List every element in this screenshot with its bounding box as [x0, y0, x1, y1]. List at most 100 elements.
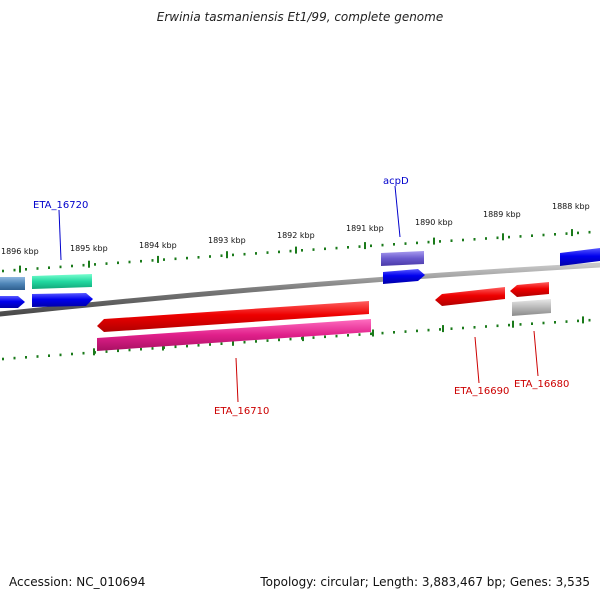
upper-row-minor-tick — [36, 267, 39, 270]
reverse-cds-eta-16710 — [97, 301, 369, 332]
steel-feature-left — [0, 277, 25, 290]
upper-row-major-tick — [226, 251, 228, 259]
upper-row-minor-tick — [404, 242, 407, 245]
lower-row-minor-tick — [209, 343, 211, 346]
upper-row-minor-tick — [25, 268, 27, 271]
upper-row-minor-tick — [94, 263, 96, 266]
lower-row-minor-tick — [59, 353, 62, 357]
tick-label-1888: 1888 kbp — [552, 202, 590, 211]
upper-row-major-tick — [157, 255, 159, 263]
genome-summary-text: Topology: circular; Length: 3,883,467 bp… — [260, 575, 590, 589]
lower-row-minor-tick — [105, 350, 108, 353]
upper-row-minor-tick — [59, 265, 62, 269]
forward-cds-right — [560, 248, 600, 266]
upper-row-major-tick — [295, 246, 297, 254]
upper-row-minor-tick — [462, 238, 464, 242]
lower-row-minor-tick — [531, 322, 533, 325]
lower-row-minor-tick — [347, 334, 349, 337]
lower-row-major-tick — [582, 316, 584, 324]
grey-feature-eta-16680 — [512, 299, 551, 316]
lower-row-minor-tick — [128, 348, 131, 352]
upper-row-minor-tick — [370, 244, 372, 248]
gene-label-acpd[interactable]: acpD — [383, 176, 409, 187]
upper-row-minor-tick — [324, 247, 326, 251]
upper-row-minor-tick — [312, 248, 315, 251]
upper-row-minor-tick — [151, 259, 154, 262]
tick-label-1890: 1890 kbp — [415, 218, 453, 227]
gene-label-eta-16680[interactable]: ETA_16680 — [514, 379, 569, 390]
leader-eta-16720 — [58, 209, 62, 261]
lower-row-minor-tick — [565, 320, 568, 323]
upper-row-minor-tick — [140, 259, 142, 263]
upper-row-minor-tick — [393, 243, 395, 246]
lower-row-minor-tick — [462, 326, 464, 330]
lower-row-minor-tick — [71, 352, 73, 356]
accession-text: Accession: NC_010694 — [9, 575, 146, 589]
upper-row-minor-tick — [473, 238, 476, 241]
upper-row-minor-tick — [243, 252, 246, 256]
upper-row-minor-tick — [554, 233, 556, 236]
lower-row-major-tick — [93, 348, 95, 356]
lower-row-minor-tick — [577, 319, 579, 323]
upper-row-minor-tick — [542, 233, 545, 237]
upper-row-minor-tick — [289, 249, 292, 253]
upper-row-minor-tick — [174, 257, 177, 261]
upper-row-minor-tick — [255, 252, 257, 255]
upper-row-minor-tick — [278, 250, 280, 254]
upper-row-minor-tick — [117, 261, 119, 265]
lower-row-major-tick — [302, 334, 304, 342]
upper-row-minor-tick — [335, 246, 338, 250]
tick-label-1893: 1893 kbp — [208, 236, 246, 245]
gene-label-eta-16690[interactable]: ETA_16690 — [454, 386, 509, 397]
lower-row-minor-tick — [151, 347, 154, 350]
lower-row-minor-tick — [324, 335, 326, 339]
violet-feature-acpd — [381, 251, 424, 266]
upper-row-major-tick — [364, 242, 366, 250]
magenta-feature-eta-16710 — [97, 319, 371, 351]
leader-eta-16680 — [533, 330, 539, 377]
lower-row-minor-tick — [289, 337, 292, 341]
lower-row-minor-tick — [427, 328, 430, 332]
upper-row-minor-tick — [531, 234, 533, 237]
upper-row-minor-tick — [197, 256, 200, 259]
lower-row-minor-tick — [2, 357, 4, 361]
lower-row-minor-tick — [496, 324, 499, 328]
gene-label-eta-16710[interactable]: ETA_16710 — [214, 406, 269, 417]
lower-row-minor-tick — [25, 356, 27, 359]
lower-row-minor-tick — [588, 318, 591, 322]
gene-label-eta-16720[interactable]: ETA_16720 — [33, 200, 88, 211]
tick-label-1889: 1889 kbp — [483, 210, 521, 219]
upper-row-minor-tick — [496, 236, 499, 240]
upper-row-minor-tick — [301, 249, 303, 252]
lower-row-major-tick — [512, 320, 514, 328]
upper-row-minor-tick — [209, 255, 211, 258]
upper-row-minor-tick — [565, 232, 568, 235]
upper-row-major-tick — [433, 237, 435, 245]
lower-row-minor-tick — [508, 323, 510, 327]
lower-row-minor-tick — [243, 340, 246, 344]
upper-row-minor-tick — [427, 240, 430, 244]
lower-row-major-tick — [372, 329, 374, 337]
tick-labels: 1888 kbp 1889 kbp 1890 kbp 1891 kbp 1892… — [1, 202, 590, 256]
leader-eta-16690 — [474, 336, 480, 384]
upper-row-minor-tick — [347, 246, 349, 249]
lower-row-minor-tick — [82, 351, 85, 355]
lower-row-minor-tick — [278, 338, 280, 342]
upper-row-minor-tick — [358, 245, 361, 248]
upper-row-minor-tick — [71, 264, 73, 268]
upper-row-minor-tick — [508, 235, 510, 239]
reverse-cds-eta-16690 — [435, 287, 505, 306]
upper-row-minor-tick — [439, 240, 441, 243]
upper-row-minor-tick — [105, 262, 108, 265]
lower-row-minor-tick — [312, 336, 315, 339]
upper-row-minor-tick — [485, 237, 487, 240]
upper-row-minor-tick — [186, 256, 188, 260]
lower-row-minor-tick — [266, 339, 269, 342]
lower-row-minor-tick — [197, 344, 200, 347]
lower-row-minor-tick — [554, 321, 556, 324]
tick-label-1891: 1891 kbp — [346, 224, 384, 233]
upper-row-minor-tick — [220, 254, 223, 257]
lower-row-minor-tick — [473, 326, 476, 329]
lower-row-minor-tick — [416, 329, 418, 333]
